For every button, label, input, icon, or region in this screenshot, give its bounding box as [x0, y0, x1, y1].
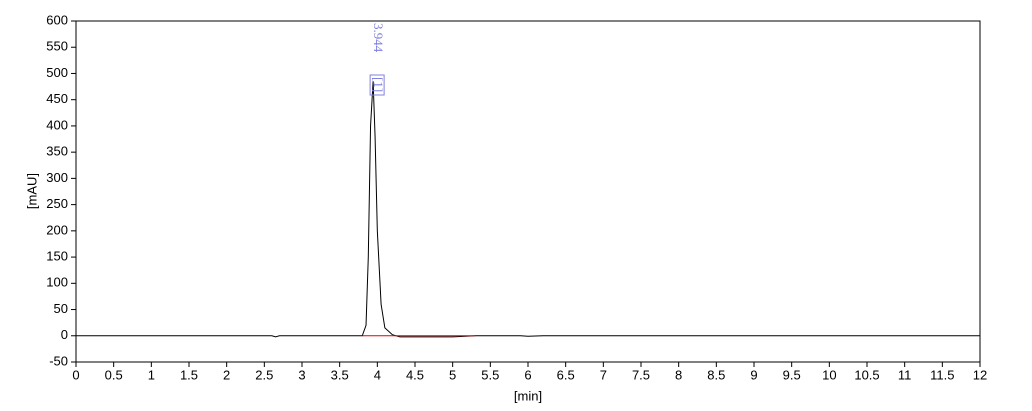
- x-tick-label: 9: [750, 367, 757, 382]
- y-tick-label: 0: [61, 327, 68, 342]
- x-tick-label: 11: [898, 367, 912, 382]
- y-tick-label: 400: [46, 117, 68, 132]
- y-tick-label: 500: [46, 65, 68, 80]
- x-tick-label: 4.5: [406, 367, 424, 382]
- peak-tag-box: [369, 74, 385, 96]
- y-axis-label: [mAU]: [24, 173, 39, 209]
- x-tick-label: 5: [449, 367, 456, 382]
- x-tick-label: 3.5: [331, 367, 349, 382]
- y-tick-label: 50: [54, 301, 68, 316]
- x-tick-label: 9.5: [783, 367, 801, 382]
- x-tick-label: 11.5: [930, 367, 954, 382]
- peak-tag: [1]: [371, 77, 386, 92]
- x-axis-label: [min]: [514, 388, 542, 403]
- y-tick-label: 350: [46, 144, 68, 159]
- y-tick-label: 150: [46, 249, 68, 264]
- trace: [76, 81, 980, 338]
- x-tick-label: 4: [374, 367, 381, 382]
- x-tick-label: 0: [72, 367, 79, 382]
- x-tick-label: 0.5: [105, 367, 123, 382]
- x-tick-label: 6.5: [557, 367, 575, 382]
- y-tick-label: 100: [46, 275, 68, 290]
- x-tick-label: 5.5: [481, 367, 499, 382]
- y-tick-label: 200: [46, 222, 68, 237]
- y-tick-label: 300: [46, 170, 68, 185]
- y-tick-label: 550: [46, 39, 68, 54]
- y-tick-label: 250: [46, 196, 68, 211]
- x-tick-label: 10.5: [854, 367, 879, 382]
- peak-label: 3.944: [371, 23, 386, 53]
- x-tick-label: 3: [298, 367, 305, 382]
- x-tick-label: 8.5: [707, 367, 725, 382]
- y-tick-label: 600: [46, 12, 68, 27]
- x-tick-label: 1: [148, 367, 155, 382]
- x-tick-label: 2.5: [255, 367, 273, 382]
- plot-frame: [75, 20, 981, 363]
- x-tick-label: 7: [600, 367, 607, 382]
- y-tick-label: -50: [49, 353, 68, 368]
- x-tick-label: 1.5: [180, 367, 198, 382]
- x-tick-label: 10: [822, 367, 836, 382]
- x-tick-label: 2: [223, 367, 230, 382]
- x-tick-label: 8: [675, 367, 682, 382]
- y-tick-label: 450: [46, 91, 68, 106]
- x-tick-label: 6: [524, 367, 531, 382]
- x-tick-label: 7.5: [632, 367, 650, 382]
- x-tick-label: 12: [973, 367, 987, 382]
